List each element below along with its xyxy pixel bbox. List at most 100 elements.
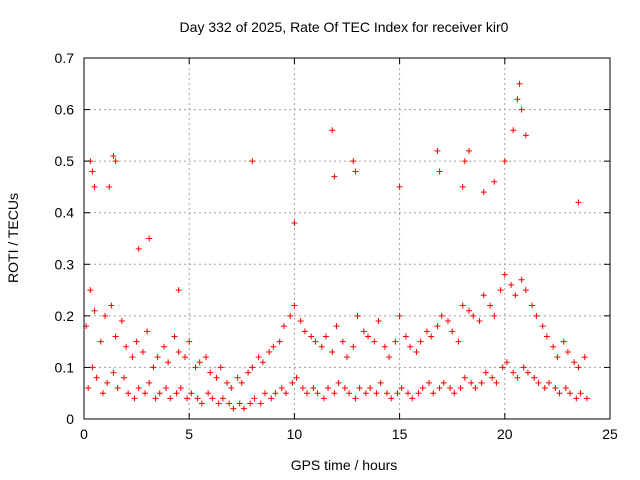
data-point: [331, 173, 338, 180]
data-point: [91, 307, 98, 314]
data-point: [247, 400, 254, 407]
data-point: [291, 302, 298, 309]
data-point: [493, 379, 500, 386]
data-point: [529, 302, 536, 309]
data-point: [152, 395, 159, 402]
data-point: [142, 390, 149, 397]
data-point: [154, 354, 161, 361]
data-point: [512, 292, 519, 299]
data-point: [514, 96, 521, 103]
data-point: [131, 395, 138, 402]
data-point: [160, 343, 167, 350]
data-point: [407, 343, 414, 350]
data-point: [329, 348, 336, 355]
data-point: [415, 390, 422, 397]
data-point: [89, 168, 96, 175]
data-point: [552, 385, 559, 392]
x-tick-label: 0: [80, 426, 88, 442]
data-point: [325, 385, 332, 392]
data-point: [577, 390, 584, 397]
data-point: [89, 364, 96, 371]
data-point: [135, 245, 142, 252]
data-point: [489, 374, 496, 381]
data-point: [167, 395, 174, 402]
data-point: [381, 343, 388, 350]
data-point: [144, 328, 151, 335]
data-point: [545, 379, 552, 386]
data-point: [413, 348, 420, 355]
data-point: [196, 359, 203, 366]
data-point: [291, 220, 298, 227]
data-point: [301, 328, 308, 335]
data-point: [177, 385, 184, 392]
x-tick-label: 25: [602, 426, 618, 442]
data-point: [444, 318, 451, 325]
data-point: [87, 287, 94, 294]
data-point: [270, 343, 277, 350]
data-point: [341, 385, 348, 392]
data-point: [118, 318, 125, 325]
data-point: [438, 312, 445, 319]
data-point: [93, 374, 100, 381]
data-point: [459, 183, 466, 190]
data-point: [350, 343, 357, 350]
data-point: [562, 385, 569, 392]
data-point: [188, 390, 195, 397]
data-point: [518, 106, 525, 113]
data-point: [459, 302, 466, 309]
data-point: [173, 390, 180, 397]
data-point: [419, 385, 426, 392]
data-point: [217, 364, 224, 371]
data-point: [482, 369, 489, 376]
data-point: [472, 385, 479, 392]
data-point: [251, 395, 258, 402]
axis-ticks: 0 5 10 15 20 25 0 0.1 0.2 0.3 0.4 0.5 0.6 0.7: [55, 50, 618, 442]
data-point: [205, 390, 212, 397]
data-point: [192, 364, 199, 371]
data-point: [434, 147, 441, 154]
data-point: [181, 354, 188, 361]
grid-lines: [84, 58, 610, 419]
data-point: [522, 287, 529, 294]
data-point: [354, 312, 361, 319]
data-point: [314, 390, 321, 397]
data-point: [171, 333, 178, 340]
data-point: [146, 235, 153, 242]
data-point: [455, 338, 462, 345]
data-point: [514, 374, 521, 381]
data-point: [344, 354, 350, 361]
data-point: [112, 158, 119, 165]
y-tick-label: 0.5: [55, 153, 75, 169]
data-point: [360, 328, 367, 335]
data-point: [352, 395, 359, 402]
data-point: [392, 338, 399, 345]
data-point: [440, 379, 447, 386]
data-point: [104, 379, 111, 386]
data-point: [276, 338, 283, 345]
data-point: [175, 348, 182, 355]
data-point: [209, 395, 216, 402]
data-point: [123, 343, 130, 350]
data-point: [503, 359, 510, 366]
data-point: [91, 183, 98, 190]
data-point: [556, 390, 563, 397]
data-point: [114, 385, 121, 392]
data-point: [487, 302, 494, 309]
data-point: [476, 318, 483, 325]
data-point: [133, 338, 140, 345]
data-point: [333, 323, 340, 330]
y-tick-label: 0.1: [55, 359, 75, 375]
data-point: [550, 343, 557, 350]
data-point: [219, 395, 226, 402]
data-point: [497, 287, 504, 294]
data-point: [508, 281, 515, 288]
data-points: [83, 80, 590, 412]
data-point: [520, 364, 527, 371]
data-point: [531, 374, 538, 381]
data-point: [457, 385, 464, 392]
data-point: [293, 374, 300, 381]
data-point: [451, 390, 458, 397]
data-point: [150, 364, 157, 371]
data-point: [480, 189, 487, 196]
